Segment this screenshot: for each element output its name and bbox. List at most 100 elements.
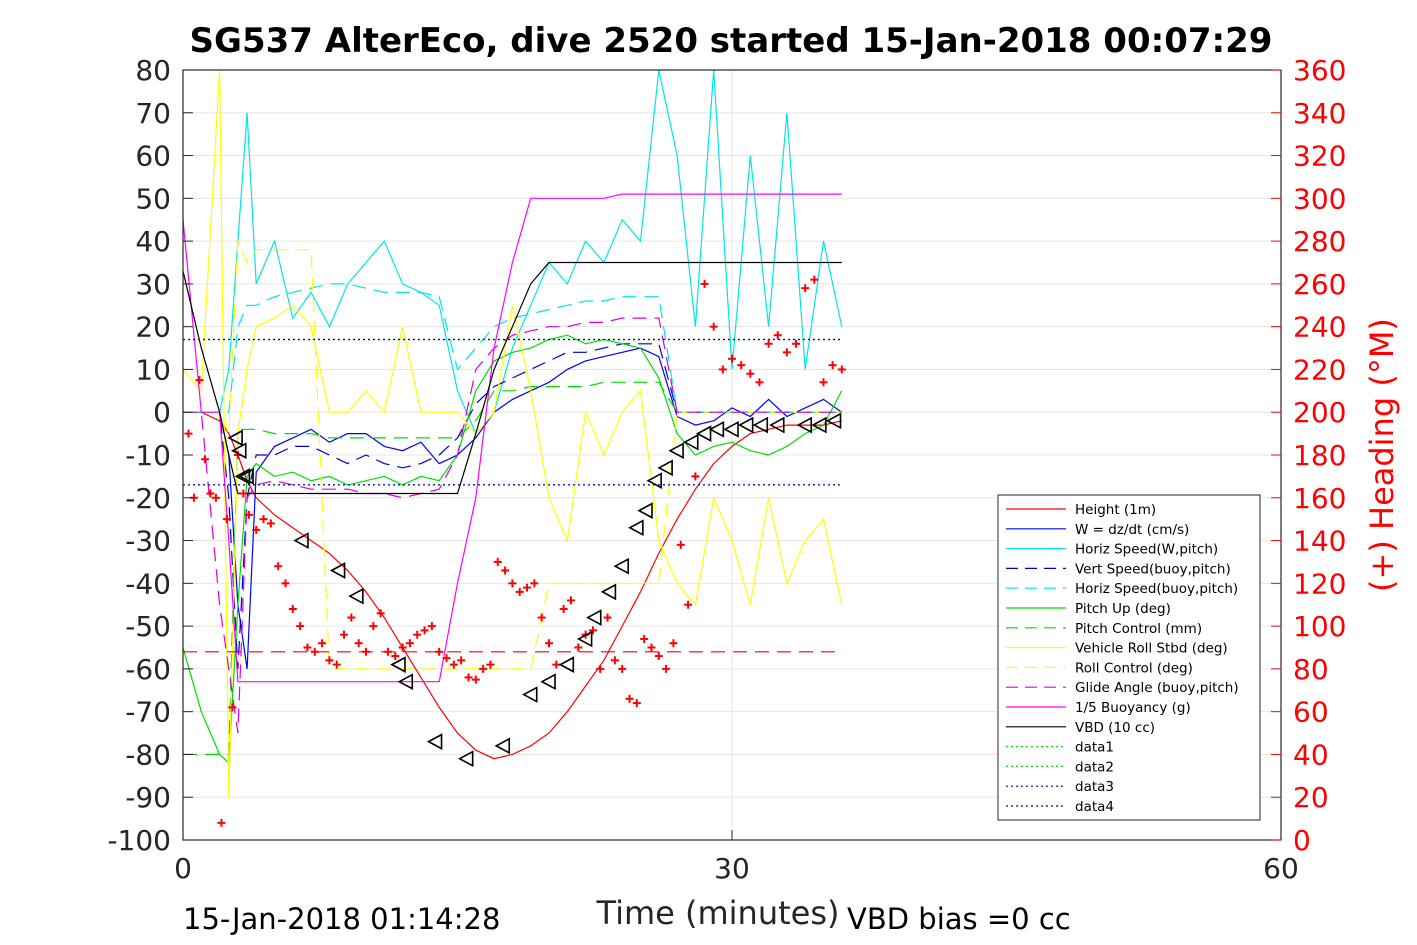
heading-point	[662, 664, 671, 673]
heading-point	[669, 639, 678, 648]
heading-point	[718, 365, 727, 374]
heading-point	[792, 339, 801, 348]
left-tick-label: -100	[107, 824, 171, 857]
heading-point	[676, 540, 685, 549]
right-tick-label: 260	[1293, 268, 1346, 301]
depth-triangle	[397, 673, 414, 691]
heading-point	[828, 361, 837, 370]
heading-point	[195, 376, 204, 385]
depth-triangle	[825, 412, 842, 430]
legend-label: Horiz Speed(buoy,pitch)	[1075, 581, 1238, 597]
right-tick-label: 300	[1293, 182, 1346, 215]
heading-point	[603, 613, 612, 622]
depth-triangle	[586, 609, 602, 626]
heading-point	[332, 660, 341, 669]
depth-triangle	[600, 583, 617, 601]
heading-point	[244, 510, 253, 519]
heading-point	[837, 365, 846, 374]
x-tick-label: 0	[174, 852, 192, 885]
heading-point	[217, 818, 226, 827]
series-line-5	[183, 334, 843, 765]
heading-point	[376, 609, 385, 618]
heading-point	[618, 664, 627, 673]
right-tick-label: 100	[1293, 610, 1346, 643]
heading-point	[801, 284, 810, 293]
heading-point	[442, 654, 451, 663]
heading-point	[413, 630, 422, 639]
heading-point	[325, 656, 334, 665]
right-tick-label: 360	[1293, 54, 1346, 87]
heading-point	[184, 429, 193, 438]
depth-triangle	[723, 420, 739, 438]
depth-triangle	[390, 656, 406, 673]
depth-triangle	[227, 429, 243, 447]
heading-point	[588, 626, 597, 635]
heading-point	[773, 331, 782, 340]
heading-point	[596, 664, 605, 673]
right-tick-label: 80	[1293, 653, 1329, 686]
right-axis-ticks: 3603403203002802602402202001801601401201…	[1271, 54, 1346, 857]
right-axis-label: (+) Heading (°M)	[1363, 318, 1401, 592]
left-tick-label: 10	[135, 353, 171, 386]
heading-point	[435, 647, 444, 656]
heading-point	[340, 630, 349, 639]
depth-triangle	[238, 468, 254, 485]
right-tick-label: 180	[1293, 439, 1346, 472]
heading-point	[559, 605, 568, 613]
series-line-7	[183, 70, 843, 798]
depth-triangle	[695, 425, 712, 442]
heading-point	[398, 643, 407, 652]
heading-point	[486, 660, 495, 669]
legend-label: VBD (10 cc)	[1075, 720, 1155, 736]
left-tick-label: -80	[125, 738, 171, 771]
x-tick-label: 60	[1263, 852, 1299, 885]
heading-point	[303, 643, 312, 652]
depth-triangle	[752, 416, 769, 434]
heading-point	[537, 613, 546, 622]
depth-triangle	[558, 656, 575, 673]
right-tick-label: 340	[1293, 97, 1346, 130]
heading-point	[479, 664, 488, 673]
left-tick-label: -90	[125, 781, 171, 814]
left-tick-label: 70	[135, 97, 171, 130]
depth-triangle	[646, 472, 662, 490]
depth-triangle	[576, 630, 593, 648]
legend-label: Glide Angle (buoy,pitch)	[1075, 680, 1239, 696]
series-layer	[183, 70, 843, 798]
depth-triangle	[613, 557, 630, 575]
heading-markers	[184, 275, 846, 827]
depth-triangle	[494, 737, 511, 755]
legend-label: data1	[1075, 740, 1114, 756]
heading-point	[819, 378, 828, 387]
left-tick-label: 80	[135, 54, 171, 87]
heading-point	[566, 596, 575, 605]
heading-point	[810, 275, 819, 284]
series-line-4	[183, 283, 842, 413]
footer-timestamp: 15-Jan-2018 01:14:28	[183, 902, 500, 936]
right-tick-label: 120	[1293, 567, 1346, 600]
left-tick-label: -10	[125, 439, 171, 472]
heading-point	[288, 605, 297, 613]
heading-point	[684, 600, 693, 609]
depth-triangle	[657, 459, 673, 477]
vbd-bias-label: VBD bias =0 cc	[847, 902, 1071, 936]
depth-triangle	[683, 433, 699, 451]
depth-triangle	[231, 442, 247, 460]
depth-triangle	[668, 442, 684, 460]
depth-triangle	[522, 686, 538, 703]
heading-point	[310, 647, 319, 656]
heading-point	[782, 348, 791, 357]
chart-title: SG537 AlterEco, dive 2520 started 15-Jan…	[190, 21, 1273, 61]
heading-point	[574, 643, 583, 652]
left-tick-label: 60	[135, 140, 171, 173]
left-tick-label: -30	[125, 525, 171, 558]
x-axis-ticks: 0 30 60	[174, 830, 1299, 885]
right-tick-label: 200	[1293, 396, 1346, 429]
depth-triangle	[234, 468, 251, 485]
heading-point	[296, 622, 305, 631]
heading-point	[493, 557, 502, 566]
right-tick-label: 240	[1293, 311, 1346, 344]
x-tick-label: 30	[714, 852, 750, 885]
heading-point	[200, 455, 209, 464]
